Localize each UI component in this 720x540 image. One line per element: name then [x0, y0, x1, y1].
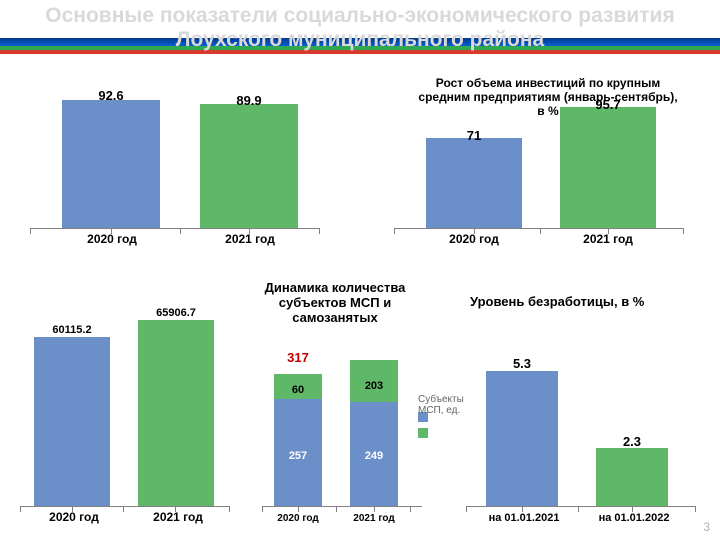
chart4-title: Динамика количества субъектов МСП и само…: [250, 280, 420, 325]
value-2021: 5.3: [482, 356, 562, 371]
xlabel-2021: 2021 год: [324, 513, 424, 524]
seg-2020-self: 60: [274, 384, 322, 396]
seg-2021-msp: 249: [350, 450, 398, 462]
chart-stacked: 2020 год 2021 год 317 257 60 249 203: [262, 344, 422, 520]
chart-unemployment: на 01.01.2021 на 01.01.2022 5.3 2.3: [466, 352, 696, 520]
xlabel-2021: 2021 год: [200, 232, 300, 246]
chart5-title: Уровень безработицы, в %: [470, 294, 700, 309]
xlabel-2021: на 01.01.2021: [474, 512, 574, 524]
page-number: 3: [703, 520, 710, 534]
bar-2021: [560, 107, 656, 228]
value-2022: 2.3: [592, 434, 672, 449]
seg-2021-self: 203: [350, 380, 398, 392]
bar-2020: [426, 138, 522, 228]
xlabel-2020: 2020 год: [62, 232, 162, 246]
value-2020: 92.6: [71, 88, 151, 103]
total-2020: 317: [274, 350, 322, 365]
bar-2021: [200, 104, 298, 228]
chart-top-right: 2020 год 2021 год 71 95.7: [394, 100, 684, 242]
page-title: Основные показатели социально-экономичес…: [0, 4, 720, 52]
xlabel-2022: на 01.01.2022: [584, 512, 684, 524]
chart-bottom-left: 2020 год 2021 год 60115.2 65906.7: [20, 304, 230, 520]
seg-2020-msp: 257: [274, 450, 322, 462]
bar-2021: [486, 371, 558, 506]
xlabel-2020: 2020 год: [424, 232, 524, 246]
value-2021: 65906.7: [136, 307, 216, 319]
value-2021: 95.7: [568, 97, 648, 112]
value-2020: 71: [434, 128, 514, 143]
xlabel-2021: 2021 год: [128, 510, 228, 524]
xlabel-2020: 2020 год: [24, 510, 124, 524]
bar-2020: [34, 337, 110, 506]
bar-2022: [596, 448, 668, 506]
value-2020: 60115.2: [32, 324, 112, 336]
xlabel-2021: 2021 год: [558, 232, 658, 246]
legend-swatch-self: [418, 428, 428, 438]
value-2021: 89.9: [209, 93, 289, 108]
bar-2021: [138, 320, 214, 506]
chart-top-left: 2020 год 2021 год 92.6 89.9: [30, 94, 320, 242]
bar-2020: [62, 100, 160, 228]
